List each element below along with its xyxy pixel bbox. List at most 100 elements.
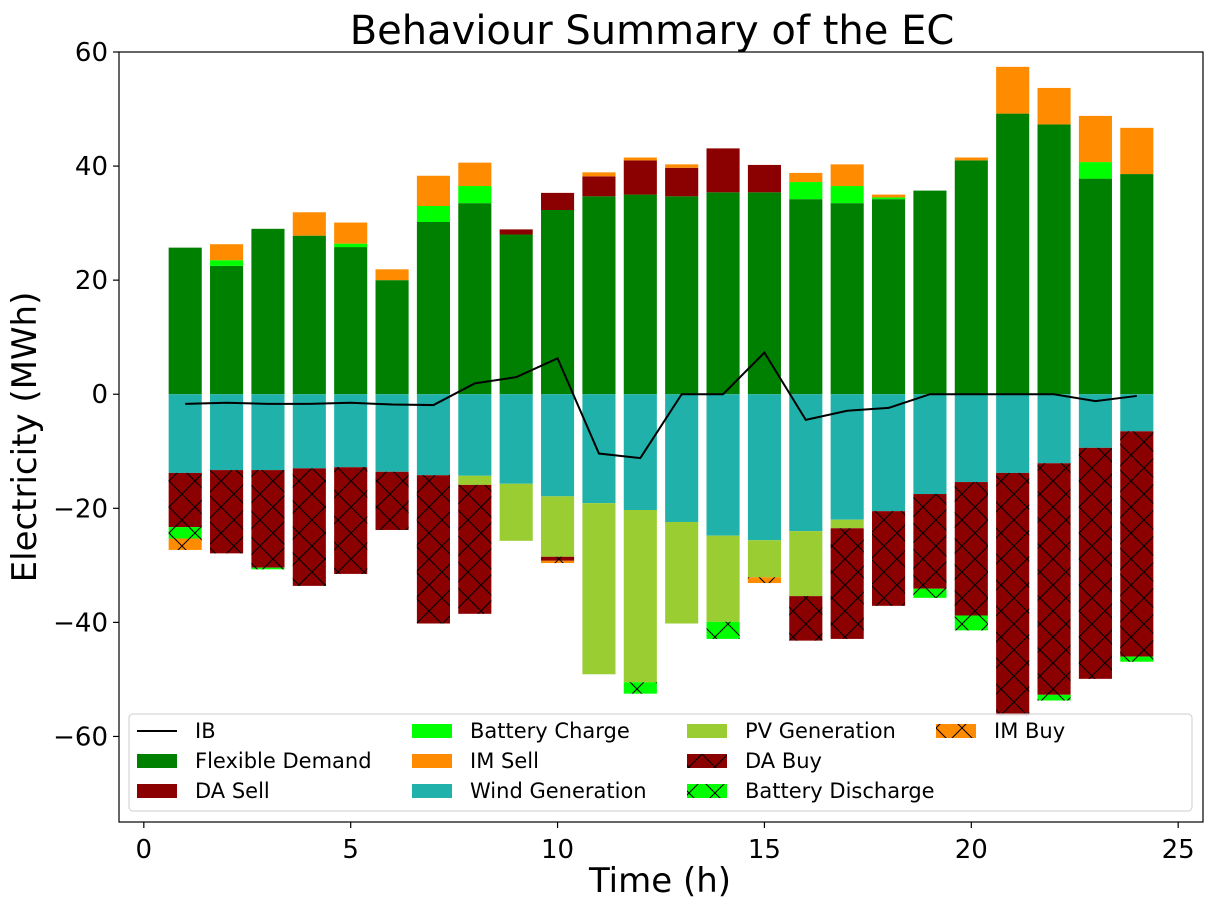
bar-wind-generation <box>499 394 533 484</box>
bar-wind-generation <box>830 394 864 520</box>
bar-wind-generation <box>623 394 657 511</box>
bar-im-sell <box>1120 127 1154 175</box>
bar-hatch-da-buy <box>458 484 492 614</box>
x-tick-label: 15 <box>748 835 781 865</box>
line-ib <box>185 350 1137 460</box>
bar-da-sell <box>706 148 740 193</box>
bar-hatch-battery-discharge <box>913 588 947 598</box>
bar-wind-generation <box>954 394 988 483</box>
legend-swatch-hatch-battery-discharge <box>687 784 727 798</box>
legend-label-battery-discharge: Battery Discharge <box>745 779 935 803</box>
bar-wind-generation <box>872 394 906 512</box>
bar-hatch-da-buy <box>210 470 244 554</box>
legend-label-flexible-demand: Flexible Demand <box>195 749 372 773</box>
bar-battery-charge <box>1078 162 1112 179</box>
bar-hatch-da-buy <box>251 470 285 568</box>
bar-da-sell <box>582 176 616 197</box>
bar-wind-generation <box>292 394 326 469</box>
bar-wind-generation <box>416 394 450 476</box>
bar-pv-generation <box>499 483 533 541</box>
bar-hatch-da-buy <box>1037 463 1071 695</box>
bar-pv-generation <box>541 496 575 557</box>
bar-hatch-da-buy <box>954 482 988 616</box>
bar-flexible-demand <box>1078 178 1112 395</box>
bar-hatch-im-buy <box>541 560 575 564</box>
bar-hatch-battery-discharge <box>1120 656 1154 662</box>
legend: IB Flexible Demand DA Sell Battery Charge IM… <box>128 713 1193 812</box>
bar-hatch-da-buy <box>1120 431 1154 657</box>
bar-wind-generation <box>334 394 368 468</box>
bar-wind-generation <box>913 394 947 495</box>
bar-pv-generation <box>706 535 740 622</box>
bar-battery-charge <box>210 260 244 266</box>
bar-wind-generation <box>1037 394 1071 464</box>
legend-swatch-hatch-im-buy <box>936 724 976 738</box>
bar-pv-generation <box>789 531 823 597</box>
bar-im-sell <box>665 164 699 168</box>
bar-flexible-demand <box>499 234 533 395</box>
legend-label-pv-generation: PV Generation <box>745 719 896 743</box>
bar-flexible-demand <box>996 113 1030 395</box>
bar-hatch-da-buy <box>996 472 1030 716</box>
bar-hatch-da-buy <box>1078 447 1112 679</box>
bar-hatch-da-buy <box>541 556 575 561</box>
bar-flexible-demand <box>1037 124 1071 395</box>
bar-wind-generation <box>582 394 616 504</box>
bar-wind-generation <box>1078 394 1112 448</box>
bar-hatch-battery-discharge <box>954 615 988 631</box>
y-tick-label: 60 <box>75 38 108 68</box>
x-tick-label: 20 <box>955 835 988 865</box>
legend-swatch-flexible-demand <box>137 754 177 768</box>
bar-flexible-demand <box>541 209 575 395</box>
bar-im-sell <box>623 157 657 161</box>
bar-hatch-da-buy <box>168 472 202 528</box>
bar-hatch-da-buy <box>375 471 409 530</box>
bar-wind-generation <box>747 394 781 541</box>
bar-im-sell <box>292 212 326 236</box>
chart-title: Behaviour Summary of the EC <box>350 8 955 54</box>
bar-flexible-demand <box>747 192 781 395</box>
bar-hatch-im-buy <box>168 538 202 550</box>
bar-im-sell <box>789 172 823 183</box>
x-tick-label: 0 <box>136 835 153 865</box>
bar-da-sell <box>623 160 657 195</box>
bar-flexible-demand <box>954 160 988 395</box>
plot-frame <box>118 51 1204 823</box>
bar-im-sell <box>954 157 988 161</box>
y-tick-label: 40 <box>75 152 108 182</box>
bar-flexible-demand <box>416 221 450 395</box>
bar-wind-generation <box>1120 394 1154 432</box>
legend-label-ib: IB <box>195 719 216 743</box>
bar-flexible-demand <box>706 192 740 395</box>
bar-flexible-demand <box>623 194 657 395</box>
x-axis-title: Time (h) <box>588 861 731 901</box>
bar-da-sell <box>747 164 781 193</box>
bar-flexible-demand <box>872 199 906 395</box>
legend-label-da-sell: DA Sell <box>195 779 270 803</box>
bar-hatch-da-buy <box>334 467 368 574</box>
bar-da-sell <box>541 192 575 210</box>
bar-im-sell <box>210 244 244 261</box>
y-tick-label: 0 <box>91 380 108 410</box>
bar-wind-generation <box>665 394 699 522</box>
bar-wind-generation <box>541 394 575 497</box>
bar-im-sell <box>872 194 906 198</box>
legend-label-im-sell: IM Sell <box>470 749 539 773</box>
bar-im-sell <box>1078 115 1112 163</box>
bar-wind-generation <box>168 394 202 473</box>
bar-pv-generation <box>623 510 657 683</box>
bar-im-sell <box>375 269 409 281</box>
bar-im-sell <box>996 66 1030 114</box>
bar-wind-generation <box>996 394 1030 473</box>
bar-pv-generation <box>665 521 699 624</box>
legend-swatch-pv-generation <box>687 724 727 738</box>
bar-battery-charge <box>416 206 450 222</box>
bar-pv-generation <box>458 475 492 485</box>
bar-hatch-battery-discharge <box>251 567 285 570</box>
bar-flexible-demand <box>665 196 699 395</box>
bar-wind-generation <box>458 394 492 476</box>
bar-hatch-battery-discharge <box>623 682 657 694</box>
bar-battery-charge <box>789 182 823 200</box>
bar-im-sell <box>582 172 616 177</box>
bar-flexible-demand <box>913 190 947 395</box>
